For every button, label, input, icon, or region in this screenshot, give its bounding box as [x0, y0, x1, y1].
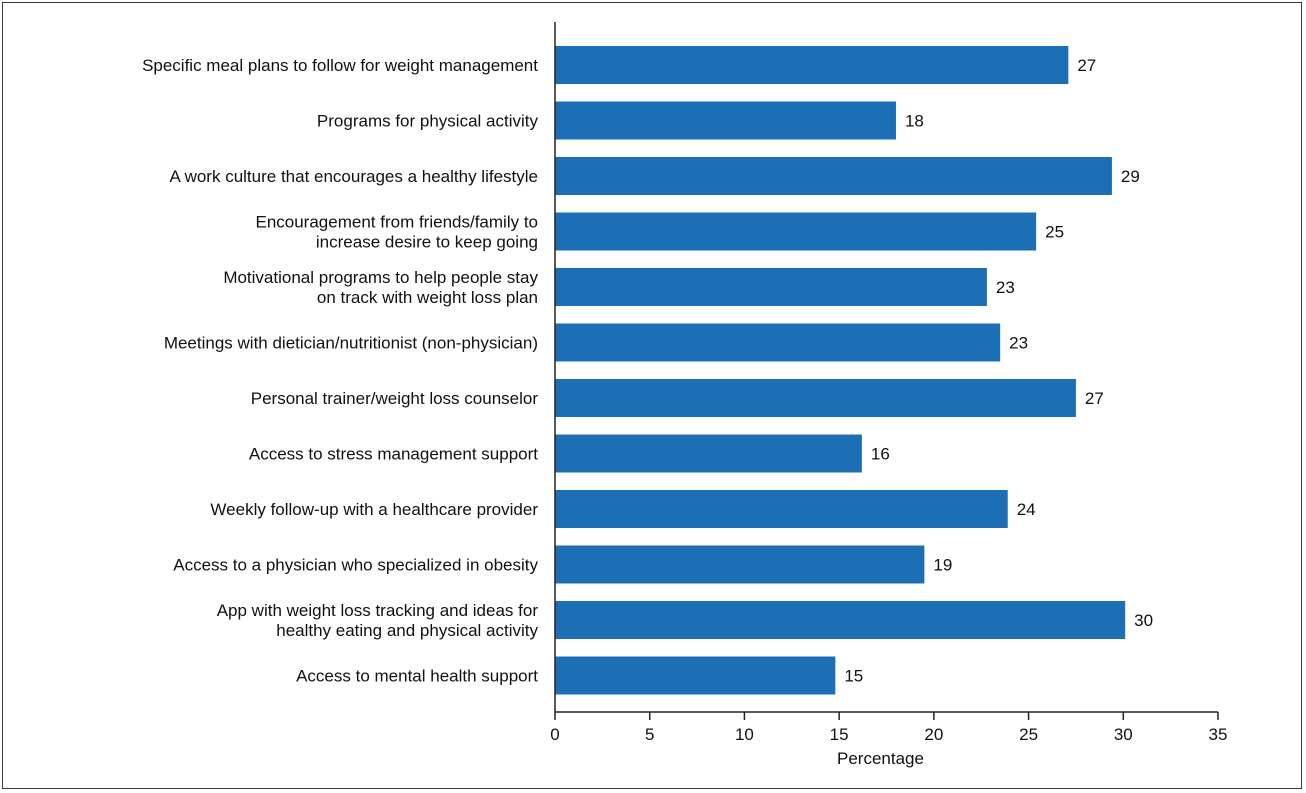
category-label: Specific meal plans to follow for weight… — [142, 56, 538, 75]
category-label-line: Access to mental health support — [296, 667, 538, 686]
bar — [555, 490, 1008, 528]
x-tick-label: 15 — [830, 725, 849, 744]
category-label-line: Access to a physician who specialized in… — [173, 556, 538, 575]
category-label: App with weight loss tracking and ideas … — [217, 601, 539, 640]
category-label-line: Programs for physical activity — [317, 112, 539, 131]
x-tick-label: 35 — [1209, 725, 1228, 744]
category-label: Access to a physician who specialized in… — [173, 556, 538, 575]
x-tick-label: 0 — [550, 725, 559, 744]
category-label-line: on track with weight loss plan — [317, 288, 538, 307]
data-label: 19 — [933, 556, 952, 575]
data-label: 27 — [1077, 56, 1096, 75]
x-axis-title: Percentage — [837, 749, 924, 768]
category-label: Access to stress management support — [249, 445, 538, 464]
category-labels-group: Specific meal plans to follow for weight… — [142, 56, 538, 686]
category-label: Encouragement from friends/family to incr… — [255, 213, 538, 252]
category-label: Programs for physical activity — [317, 112, 539, 131]
data-label: 23 — [1009, 334, 1028, 353]
x-ticks-group: 0 5 10 15 20 25 30 35 — [550, 712, 1227, 744]
category-label-line: Meetings with dietician/nutritionist (no… — [164, 334, 538, 353]
category-label: Access to mental health support — [296, 667, 538, 686]
bar — [555, 545, 925, 584]
x-tick-label: 30 — [1114, 725, 1133, 744]
data-label: 29 — [1121, 167, 1140, 186]
category-label-line: A work culture that encourages a healthy… — [169, 167, 538, 186]
category-label-line: Access to stress management support — [249, 445, 538, 464]
category-label-line: Motivational programs to help people sta… — [223, 268, 538, 287]
category-label-line: Personal trainer/weight loss counselor — [251, 389, 539, 408]
data-label: 30 — [1134, 611, 1153, 630]
category-label-line: increase desire to keep going — [316, 233, 538, 252]
category-label-line: healthy eating and physical activity — [276, 621, 538, 640]
bar — [555, 268, 987, 306]
bar — [555, 434, 862, 473]
x-tick-label: 10 — [735, 725, 754, 744]
x-tick-label: 25 — [1019, 725, 1038, 744]
category-label-line: App with weight loss tracking and ideas … — [217, 601, 539, 620]
data-label: 25 — [1045, 223, 1064, 242]
bar — [555, 46, 1069, 84]
bars-group — [555, 46, 1126, 695]
bar — [555, 101, 896, 140]
category-label: Personal trainer/weight loss counselor — [251, 389, 539, 408]
data-label: 24 — [1017, 500, 1036, 519]
category-label-line: Specific meal plans to follow for weight… — [142, 56, 538, 75]
x-tick-label: 5 — [645, 725, 654, 744]
category-label: Motivational programs to help people sta… — [223, 268, 538, 307]
category-label: A work culture that encourages a healthy… — [169, 167, 538, 186]
bar — [555, 212, 1037, 251]
category-label-line: Encouragement from friends/family to — [255, 213, 538, 232]
bar — [555, 379, 1076, 417]
data-label: 16 — [871, 445, 890, 464]
category-label: Meetings with dietician/nutritionist (no… — [164, 334, 538, 353]
data-labels-group: 27 18 29 25 23 23 27 16 24 19 30 15 — [844, 56, 1153, 686]
category-label-line: Weekly follow-up with a healthcare provi… — [210, 500, 538, 519]
bar — [555, 656, 836, 695]
category-label: Weekly follow-up with a healthcare provi… — [210, 500, 538, 519]
data-label: 27 — [1085, 389, 1104, 408]
bar — [555, 601, 1126, 639]
data-label: 15 — [844, 667, 863, 686]
data-label: 18 — [905, 112, 924, 131]
x-tick-label: 20 — [924, 725, 943, 744]
data-label: 23 — [996, 278, 1015, 297]
bar — [555, 157, 1112, 195]
bar — [555, 323, 1001, 362]
